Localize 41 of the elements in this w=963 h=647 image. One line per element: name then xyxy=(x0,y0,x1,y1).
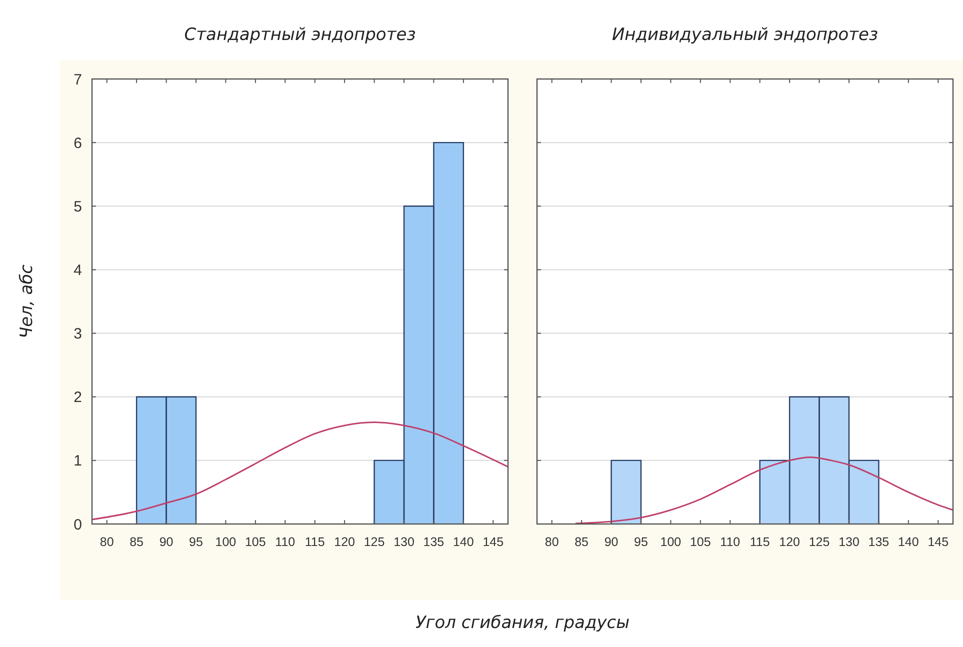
x-tick-label: 90 xyxy=(604,535,618,549)
line-series xyxy=(91,422,509,520)
y-tick-label: 7 xyxy=(74,71,82,88)
x-tick-label: 80 xyxy=(544,535,559,549)
x-tick-label: 140 xyxy=(453,535,474,549)
x-tick-label: 100 xyxy=(660,535,682,549)
y-tick-label: 5 xyxy=(74,198,82,216)
x-tick-label: 135 xyxy=(423,535,444,549)
x-tick-label: 105 xyxy=(690,535,711,549)
y-tick-label: 2 xyxy=(74,389,82,406)
x-tick-label: 110 xyxy=(275,535,296,549)
y-tick-label: 6 xyxy=(74,134,82,152)
x-tick-label: 115 xyxy=(304,535,325,549)
y-axis-title: Чел, абс xyxy=(17,264,37,339)
x-tick-label: 100 xyxy=(215,535,236,549)
x-tick-label: 85 xyxy=(574,535,589,549)
x-tick-label: 130 xyxy=(838,535,860,549)
x-tick-label: 95 xyxy=(634,535,648,549)
chart-title: Стандартный эндопротез xyxy=(184,25,416,45)
x-tick-label: 95 xyxy=(189,535,203,549)
x-tick-label: 145 xyxy=(928,535,949,549)
y-tick-label: 4 xyxy=(74,262,82,279)
x-tick-label: 80 xyxy=(100,535,114,549)
x-tick-label: 90 xyxy=(159,535,174,549)
y-tick-label: 3 xyxy=(74,326,82,343)
x-tick-label: 140 xyxy=(898,535,919,549)
x-tick-label: 105 xyxy=(245,535,266,549)
x-tick-label: 145 xyxy=(482,535,504,549)
x-tick-label: 110 xyxy=(720,535,740,549)
x-tick-label: 120 xyxy=(334,535,356,549)
x-tick-label: 125 xyxy=(808,535,830,549)
x-tick-label: 120 xyxy=(779,535,800,549)
x-tick-label: 135 xyxy=(868,535,890,549)
x-axis-title: Угол сгибания, градусы xyxy=(415,613,630,633)
x-tick-label: 130 xyxy=(394,535,414,549)
y-tick-label: 1 xyxy=(74,452,82,470)
y-tick-label: 0 xyxy=(74,516,82,534)
x-tick-label: 125 xyxy=(364,535,385,549)
chart-title: Индивидуальный эндопротез xyxy=(612,25,878,45)
x-tick-label: 115 xyxy=(750,535,770,549)
x-tick-label: 85 xyxy=(130,535,144,549)
